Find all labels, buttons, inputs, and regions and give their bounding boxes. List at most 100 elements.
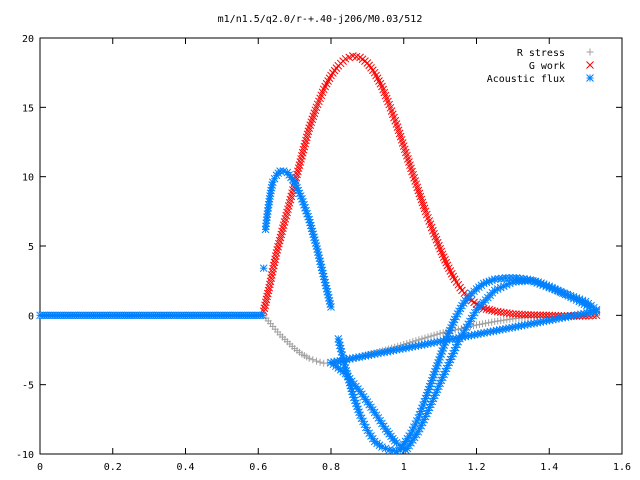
- data-point: [433, 330, 441, 338]
- series-acoustic-flux: [36, 167, 601, 456]
- y-tick-label: 15: [22, 103, 34, 114]
- data-point: [261, 298, 270, 307]
- data-point: [269, 264, 277, 273]
- legend-marker: [586, 48, 594, 56]
- data-point: [501, 274, 510, 282]
- data-point: [309, 230, 318, 239]
- data-point: [427, 332, 435, 340]
- data-point: [454, 325, 462, 333]
- data-point: [298, 152, 306, 160]
- data-point: [272, 249, 281, 257]
- data-point: [268, 267, 277, 276]
- data-point: [303, 130, 312, 139]
- data-point: [273, 245, 282, 254]
- data-point: [261, 301, 269, 310]
- data-point: [295, 161, 304, 169]
- data-point: [564, 312, 573, 321]
- data-point: [299, 145, 308, 154]
- x-tick-label: 0.2: [104, 462, 122, 473]
- data-point: [305, 354, 313, 362]
- legend-marker: [586, 61, 594, 69]
- data-point: [518, 310, 526, 319]
- y-tick-label: 10: [22, 173, 34, 184]
- data-point: [269, 261, 278, 270]
- data-point: [482, 319, 490, 327]
- chart-title: m1/n1.5/q2.0/r-+.40-j206/M0.03/512: [218, 14, 423, 25]
- data-point: [270, 258, 279, 267]
- data-point: [274, 242, 282, 251]
- data-point: [479, 320, 487, 328]
- data-point: [530, 311, 538, 319]
- data-point: [469, 311, 478, 320]
- data-point: [279, 224, 287, 233]
- x-axis-ticks: 0 0.2 0.4 0.6 0.8 1 1.2 1.4 1.6: [37, 38, 631, 473]
- data-point: [473, 321, 480, 329]
- data-point: [485, 319, 493, 327]
- data-point: [276, 233, 285, 242]
- data-point: [469, 322, 477, 330]
- data-point: [508, 323, 517, 332]
- data-point: [486, 327, 495, 336]
- data-point: [316, 358, 324, 366]
- data-point: [539, 311, 548, 320]
- data-point: [271, 255, 279, 264]
- x-tick-label: 1: [401, 462, 407, 473]
- x-tick-label: 0.8: [322, 462, 340, 473]
- data-point: [275, 239, 283, 248]
- data-point: [411, 342, 420, 351]
- data-point: [265, 283, 274, 292]
- data-point: [263, 292, 271, 301]
- data-point: [536, 311, 545, 319]
- data-point: [275, 236, 284, 245]
- data-point: [512, 310, 520, 318]
- data-point: [439, 329, 447, 337]
- data-point: [301, 139, 309, 148]
- data-point: [271, 252, 280, 260]
- data-point: [488, 318, 496, 326]
- data-point: [293, 170, 301, 179]
- data-point: [509, 310, 517, 318]
- x-tick-label: 1.2: [467, 462, 485, 473]
- series-layer: [36, 52, 601, 456]
- x-tick-label: 1.4: [540, 462, 558, 473]
- data-point: [515, 310, 523, 319]
- data-point: [424, 333, 432, 341]
- data-point: [298, 148, 307, 157]
- y-tick-label: 0: [28, 311, 34, 322]
- data-point: [521, 310, 529, 319]
- data-point: [302, 136, 310, 145]
- data-point: [265, 280, 274, 289]
- data-point: [258, 311, 267, 320]
- data-point: [592, 305, 601, 314]
- data-point: [266, 277, 275, 286]
- x-tick-label: 0.6: [249, 462, 267, 473]
- plot-frame: [39, 37, 623, 455]
- data-point: [277, 230, 286, 239]
- data-point: [294, 167, 302, 176]
- data-point: [302, 133, 311, 142]
- y-tick-label: 5: [28, 242, 34, 253]
- data-point: [327, 303, 335, 311]
- x-tick-label: 0: [37, 462, 43, 473]
- legend-label: R stress: [517, 48, 565, 59]
- y-tick-label: -5: [22, 381, 34, 392]
- series-g-work: [259, 52, 601, 320]
- legend-label: Acoustic flux: [487, 74, 565, 85]
- data-point: [505, 309, 514, 318]
- data-point: [296, 158, 305, 166]
- data-point: [453, 310, 462, 318]
- data-point: [312, 357, 320, 365]
- data-point: [527, 311, 535, 319]
- x-tick-label: 0.4: [176, 462, 194, 473]
- plot-border: [39, 37, 623, 455]
- data-point: [267, 271, 276, 279]
- y-tick-label: -10: [16, 450, 34, 461]
- data-point: [278, 227, 286, 236]
- data-point: [259, 264, 268, 273]
- data-point: [561, 313, 570, 322]
- data-point: [309, 356, 317, 364]
- x-tick-label: 1.6: [613, 462, 631, 473]
- data-point: [264, 286, 273, 295]
- data-point: [476, 320, 484, 328]
